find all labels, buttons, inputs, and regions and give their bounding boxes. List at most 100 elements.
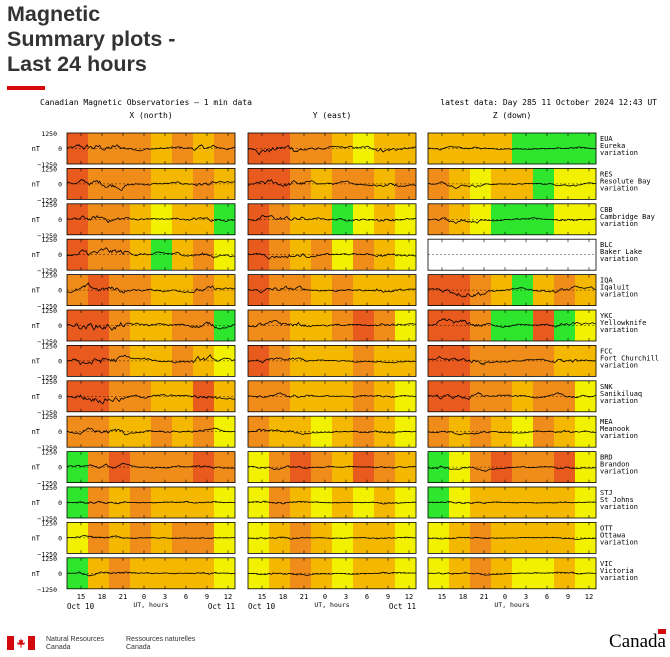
x-tick-label: 21 (119, 593, 127, 601)
y-unit-label: nT (32, 357, 41, 365)
activity-segment-major_storm (428, 345, 450, 377)
activity-segment-unsettled (67, 522, 89, 554)
activity-segment-minor_storm (533, 345, 555, 377)
activity-segment-major_storm (88, 380, 110, 412)
activity-segment-major_storm (248, 168, 270, 200)
activity-segment-quiet (67, 557, 89, 589)
station-name: Baker Lake (600, 248, 642, 256)
activity-segment-active (353, 274, 375, 306)
station-name: Iqaluit (600, 284, 630, 292)
activity-segment-minor_storm (88, 133, 110, 164)
station-code: IQA (600, 277, 613, 285)
activity-segment-major_storm (269, 168, 291, 200)
station-code: SNK (600, 383, 613, 391)
canada-wordmark[interactable]: Canada (609, 629, 666, 653)
y-tick-label: 0 (58, 287, 62, 295)
page-title-line: Magnetic (7, 2, 101, 26)
dept-name-en: Natural Resources Canada (46, 636, 104, 651)
y-unit-label: nT (32, 464, 41, 472)
y-tick-label: −1250 (37, 267, 57, 275)
station-code: VIC (600, 560, 613, 568)
x-tick-label: 0 (142, 593, 146, 601)
x-tick-label: 6 (184, 593, 188, 601)
variation-trace-ykc-x (66, 321, 236, 331)
activity-segment-active (151, 310, 173, 341)
y-tick-label: −1250 (37, 550, 57, 558)
y-tick-label: 0 (58, 464, 62, 472)
chart-header-right: latest data: Day 285 11 October 2024 12:… (440, 98, 657, 107)
activity-segment-quiet (428, 451, 450, 483)
activity-segment-minor_storm (269, 451, 291, 483)
y-tick-label: 1250 (41, 449, 57, 457)
station-code: STJ (600, 489, 613, 497)
x-tick-label: 9 (386, 593, 390, 601)
activity-segment-minor_storm (88, 522, 110, 554)
x-tick-label: 12 (224, 593, 232, 601)
y-tick-label: −1250 (37, 586, 57, 594)
activity-segment-active (449, 168, 471, 200)
station-variation-label: variation (600, 503, 638, 511)
x-tick-label: 3 (344, 593, 348, 601)
y-tick-label: 1250 (41, 342, 57, 350)
activity-segment-active (449, 416, 471, 448)
activity-segment-active (88, 557, 110, 589)
y-tick-label: 0 (58, 393, 62, 401)
activity-segment-minor_storm (248, 416, 270, 448)
activity-segment-active (151, 274, 173, 306)
x-tick-label: 18 (279, 593, 287, 601)
activity-segment-active (512, 380, 534, 412)
station-variation-label: variation (600, 149, 638, 157)
y-tick-label: 0 (58, 357, 62, 365)
station-code: FCC (600, 347, 613, 355)
station-name: Sanikiluaq (600, 390, 642, 398)
y-unit-label: nT (32, 499, 41, 507)
x-tick-label: 18 (459, 593, 467, 601)
activity-segment-minor_storm (88, 487, 110, 518)
activity-segment-quiet (67, 451, 89, 483)
activity-segment-active (269, 522, 291, 554)
y-tick-label: 0 (58, 322, 62, 330)
x-tick-label: 15 (77, 593, 85, 601)
activity-segment-minor_storm (151, 451, 173, 483)
activity-segment-active (172, 487, 194, 518)
activity-segment-major_storm (449, 345, 471, 377)
y-tick-label: 1250 (41, 130, 57, 138)
activity-segment-major_storm (449, 274, 471, 306)
station-variation-label: variation (600, 361, 638, 369)
station-code: EUA (600, 135, 613, 143)
y-tick-label: 1250 (41, 555, 57, 563)
x-tick-label: 9 (566, 593, 570, 601)
activity-segment-active (172, 274, 194, 306)
activity-segment-active (332, 133, 354, 164)
y-tick-label: 1250 (41, 519, 57, 527)
y-tick-label: −1250 (37, 232, 57, 240)
activity-segment-quiet (533, 168, 555, 200)
station-name: Ottawa (600, 531, 625, 539)
activity-segment-minor_storm (533, 380, 555, 412)
station-variation-label: variation (600, 291, 638, 299)
activity-segment-active (353, 522, 375, 554)
activity-segment-major_storm (248, 133, 270, 164)
x-tick-label: 12 (585, 593, 593, 601)
x-axis-label: UT, hours (314, 601, 349, 609)
y-unit-label: nT (32, 393, 41, 401)
x-tick-label: 6 (365, 593, 369, 601)
page-title-line: Summary plots - (7, 27, 176, 51)
x-tick-label: 12 (405, 593, 413, 601)
station-code: OTT (600, 524, 613, 532)
station-variation-label: variation (600, 184, 638, 192)
x-tick-label: 21 (480, 593, 488, 601)
variation-trace-cbb-x (66, 214, 236, 224)
activity-segment-major_storm (428, 310, 450, 341)
y-tick-label: −1250 (37, 515, 57, 523)
activity-segment-minor_storm (353, 416, 375, 448)
activity-segment-minor_storm (88, 451, 110, 483)
activity-segment-active (269, 416, 291, 448)
footer: Natural Resources Canada Ressources natu… (0, 628, 670, 657)
activity-segment-major_storm (88, 310, 110, 341)
x-tick-label: 21 (300, 593, 308, 601)
chart-header-left: Canadian Magnetic Observatories – 1 min … (40, 98, 252, 107)
activity-segment-unsettled (512, 416, 534, 448)
variation-trace-res-x (66, 178, 236, 191)
activity-segment-major_storm (428, 274, 450, 306)
